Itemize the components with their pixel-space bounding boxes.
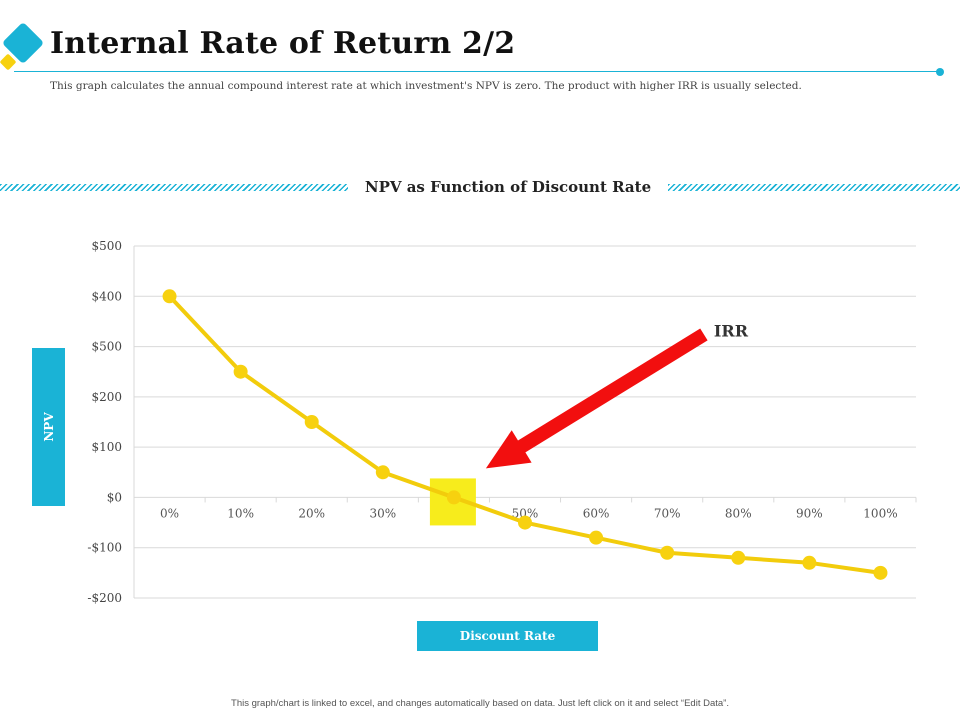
x-tick-label: 30% [369, 506, 396, 520]
chart-title-hatch-right [668, 184, 960, 191]
irr-arrow-icon [485, 328, 708, 469]
chart-title-hatch-left [0, 184, 348, 191]
npv-data-point [446, 490, 461, 505]
y-tick-label: $100 [91, 440, 122, 454]
npv-data-point [233, 364, 248, 379]
y-tick-label: -$200 [87, 591, 122, 605]
npv-series-line [167, 294, 883, 575]
x-tick-label: 100% [863, 506, 897, 520]
x-tick-label: 90% [796, 506, 823, 520]
y-axis-title: NPV [41, 412, 56, 442]
chart-y-tick-labels: $500 $400 $500 $200 $100 $0 -$100 -$200 [87, 239, 122, 605]
chart-annotation: IRR [485, 321, 749, 469]
page-title: Internal Rate of Return 2/2 [50, 26, 516, 61]
chart-title: NPV as Function of Discount Rate [364, 178, 652, 196]
y-tick-label: $500 [91, 340, 122, 354]
x-tick-label: 20% [298, 506, 325, 520]
npv-data-point [518, 515, 532, 530]
chart-gridlines [133, 245, 917, 599]
y-tick-label: $200 [91, 390, 122, 404]
chart-series [162, 289, 888, 580]
npv-data-point [589, 530, 604, 545]
irr-annotation-label: IRR [714, 321, 749, 340]
x-tick-label: 50% [512, 506, 539, 520]
npv-data-point [304, 415, 319, 429]
brand-logo-icon [0, 23, 43, 70]
y-tick-label: $400 [91, 289, 122, 303]
npv-data-point [162, 289, 177, 304]
x-tick-label: 0% [160, 506, 179, 520]
npv-data-point [802, 555, 817, 570]
x-tick-label: 60% [583, 506, 610, 520]
page-subtitle: This graph calculates the annual compoun… [50, 80, 802, 92]
x-tick-label: 70% [654, 506, 681, 520]
title-divider [14, 71, 940, 72]
x-axis-title-box: Discount Rate [417, 621, 598, 651]
y-tick-label: -$100 [87, 541, 122, 555]
y-axis-title-box: NPV [32, 348, 65, 506]
footer-note: This graph/chart is linked to excel, and… [231, 698, 729, 709]
y-tick-label: $0 [107, 490, 122, 504]
npv-data-point [873, 565, 888, 580]
npv-data-point [731, 550, 746, 565]
x-tick-label: 80% [725, 506, 752, 520]
y-tick-label: $500 [91, 239, 122, 253]
x-tick-label: 10% [227, 506, 254, 520]
x-axis-title: Discount Rate [459, 629, 556, 643]
npv-data-point [375, 465, 390, 480]
title-divider-dot [936, 68, 944, 76]
npv-data-point [660, 545, 675, 560]
